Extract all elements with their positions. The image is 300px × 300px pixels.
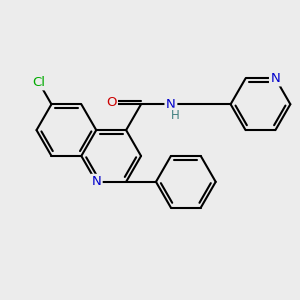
- Text: N: N: [271, 72, 280, 85]
- Text: N: N: [166, 98, 176, 111]
- Text: H: H: [171, 109, 180, 122]
- Text: Cl: Cl: [32, 76, 45, 89]
- Text: O: O: [106, 96, 116, 109]
- Text: N: N: [92, 175, 101, 188]
